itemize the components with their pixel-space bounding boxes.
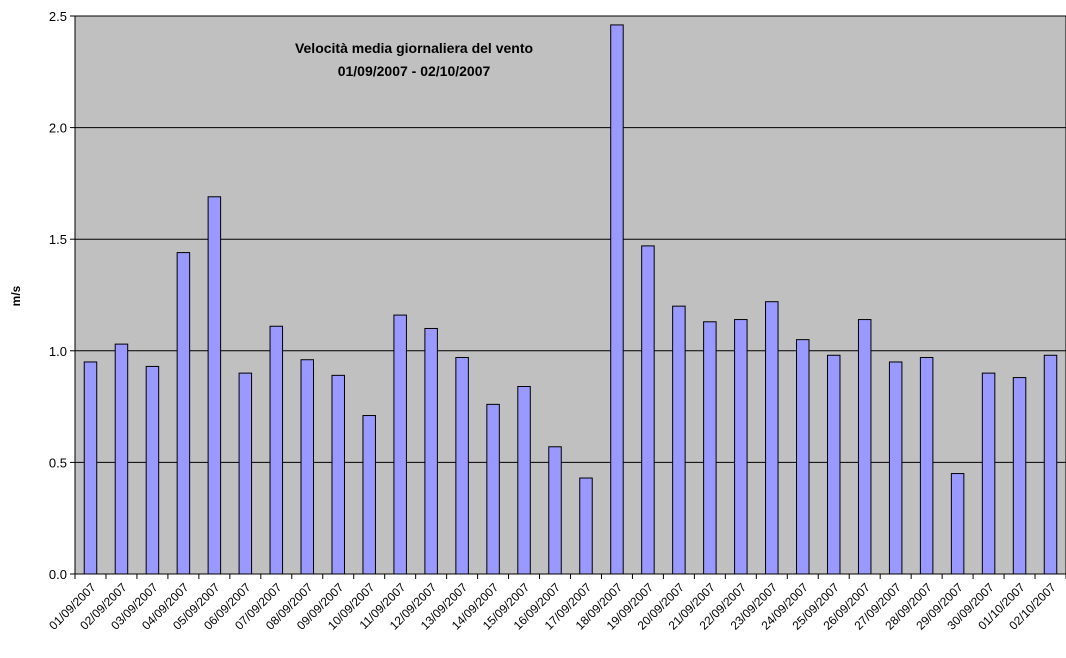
bar xyxy=(207,196,222,575)
bar xyxy=(517,386,531,575)
bar xyxy=(393,314,407,575)
y-tick-label: 1.0 xyxy=(49,344,67,359)
bar xyxy=(703,321,717,575)
chart-subtitle: 01/09/2007 - 02/10/2007 xyxy=(338,63,491,79)
y-tick-label: 0.5 xyxy=(49,455,67,470)
bar xyxy=(238,372,253,575)
axes xyxy=(70,15,1066,579)
bar xyxy=(455,356,469,575)
bar xyxy=(486,403,500,575)
chart-title: Velocità media giornaliera del vento xyxy=(295,40,533,56)
y-tick-label: 0.0 xyxy=(49,567,67,582)
plot-area xyxy=(74,15,1066,575)
bar xyxy=(734,319,748,575)
bar xyxy=(826,354,841,575)
y-tick-labels: 0.0 0.5 1.0 1.5 2.0 2.5 xyxy=(49,9,67,582)
bar xyxy=(362,415,376,575)
bar xyxy=(331,374,345,575)
x-tick-labels: 01/09/200702/09/200703/09/200704/09/2007… xyxy=(46,580,1059,633)
bar xyxy=(981,372,996,575)
bar xyxy=(796,339,810,575)
bar xyxy=(300,359,315,575)
bar xyxy=(176,252,191,575)
bar xyxy=(610,24,624,575)
y-tick-label: 2.0 xyxy=(49,121,67,136)
bar xyxy=(1043,354,1058,575)
bar xyxy=(269,325,284,575)
y-tick-label: 1.5 xyxy=(49,232,67,247)
bar xyxy=(1012,377,1027,575)
bar xyxy=(83,361,98,575)
bar xyxy=(950,473,965,575)
bar xyxy=(888,361,903,575)
bar xyxy=(579,477,593,575)
bar xyxy=(114,343,129,575)
bars xyxy=(83,24,1058,575)
bar xyxy=(548,446,562,575)
bar xyxy=(672,305,686,575)
bar xyxy=(145,365,160,575)
bar xyxy=(765,301,779,575)
bar xyxy=(641,245,655,575)
bar xyxy=(424,327,438,575)
bar xyxy=(919,356,934,575)
y-axis-label: m/s xyxy=(9,285,23,306)
bar xyxy=(857,319,872,575)
y-tick-label: 2.5 xyxy=(49,9,67,24)
